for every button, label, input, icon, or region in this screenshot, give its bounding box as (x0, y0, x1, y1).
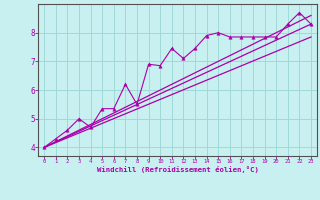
X-axis label: Windchill (Refroidissement éolien,°C): Windchill (Refroidissement éolien,°C) (97, 166, 259, 173)
